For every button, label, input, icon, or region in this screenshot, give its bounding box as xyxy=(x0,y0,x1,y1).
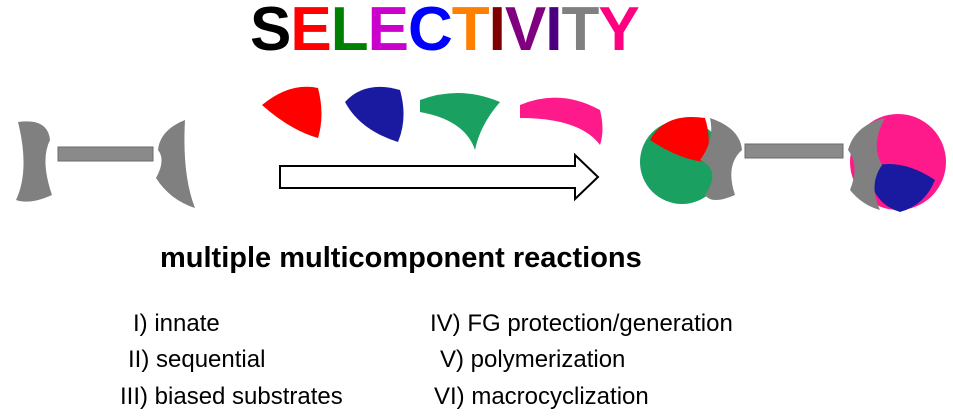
product-scaffold xyxy=(640,114,946,212)
title-letter: V xyxy=(504,0,546,64)
reaction-type-innate: I) innate xyxy=(133,310,220,337)
reaction-type-polymerization: V) polymerization xyxy=(440,346,626,373)
title-letter: E xyxy=(367,0,409,64)
title-letter: T xyxy=(561,0,599,64)
title-letter: L xyxy=(330,0,369,64)
title-letter: T xyxy=(451,0,490,64)
linker-bar xyxy=(57,146,154,162)
reaction-type-macrocyclization: VI) macrocyclization xyxy=(434,383,649,410)
reaction-arrow xyxy=(279,152,600,202)
green-component xyxy=(420,92,500,150)
red-component xyxy=(262,86,322,138)
reaction-type-biased-substrates: III) biased substrates xyxy=(120,383,343,410)
title-letter: I xyxy=(488,0,506,64)
title-letter: C xyxy=(407,0,453,64)
right-product-blue xyxy=(872,164,935,212)
starting-bis-scaffold xyxy=(16,120,195,208)
title-letter: E xyxy=(290,0,331,64)
pink-component xyxy=(520,97,603,145)
right-crescent xyxy=(156,120,195,208)
blue-component xyxy=(345,86,404,142)
left-crescent xyxy=(16,121,52,202)
right-product-gray xyxy=(848,118,885,210)
left-product-red xyxy=(650,116,709,162)
title-letter: I xyxy=(545,0,562,64)
title-letter: Y xyxy=(598,0,639,64)
selectivity-title: SELECTIVITY xyxy=(250,0,640,65)
reaction-type-sequential: II) sequential xyxy=(128,346,266,373)
left-product-gray xyxy=(700,118,742,200)
subtitle: multiple multicomponent reactions xyxy=(160,242,642,274)
title-letter: S xyxy=(250,0,291,64)
product-linker-bar xyxy=(744,143,844,159)
reaction-type-fg-protection: IV) FG protection/generation xyxy=(430,310,733,337)
